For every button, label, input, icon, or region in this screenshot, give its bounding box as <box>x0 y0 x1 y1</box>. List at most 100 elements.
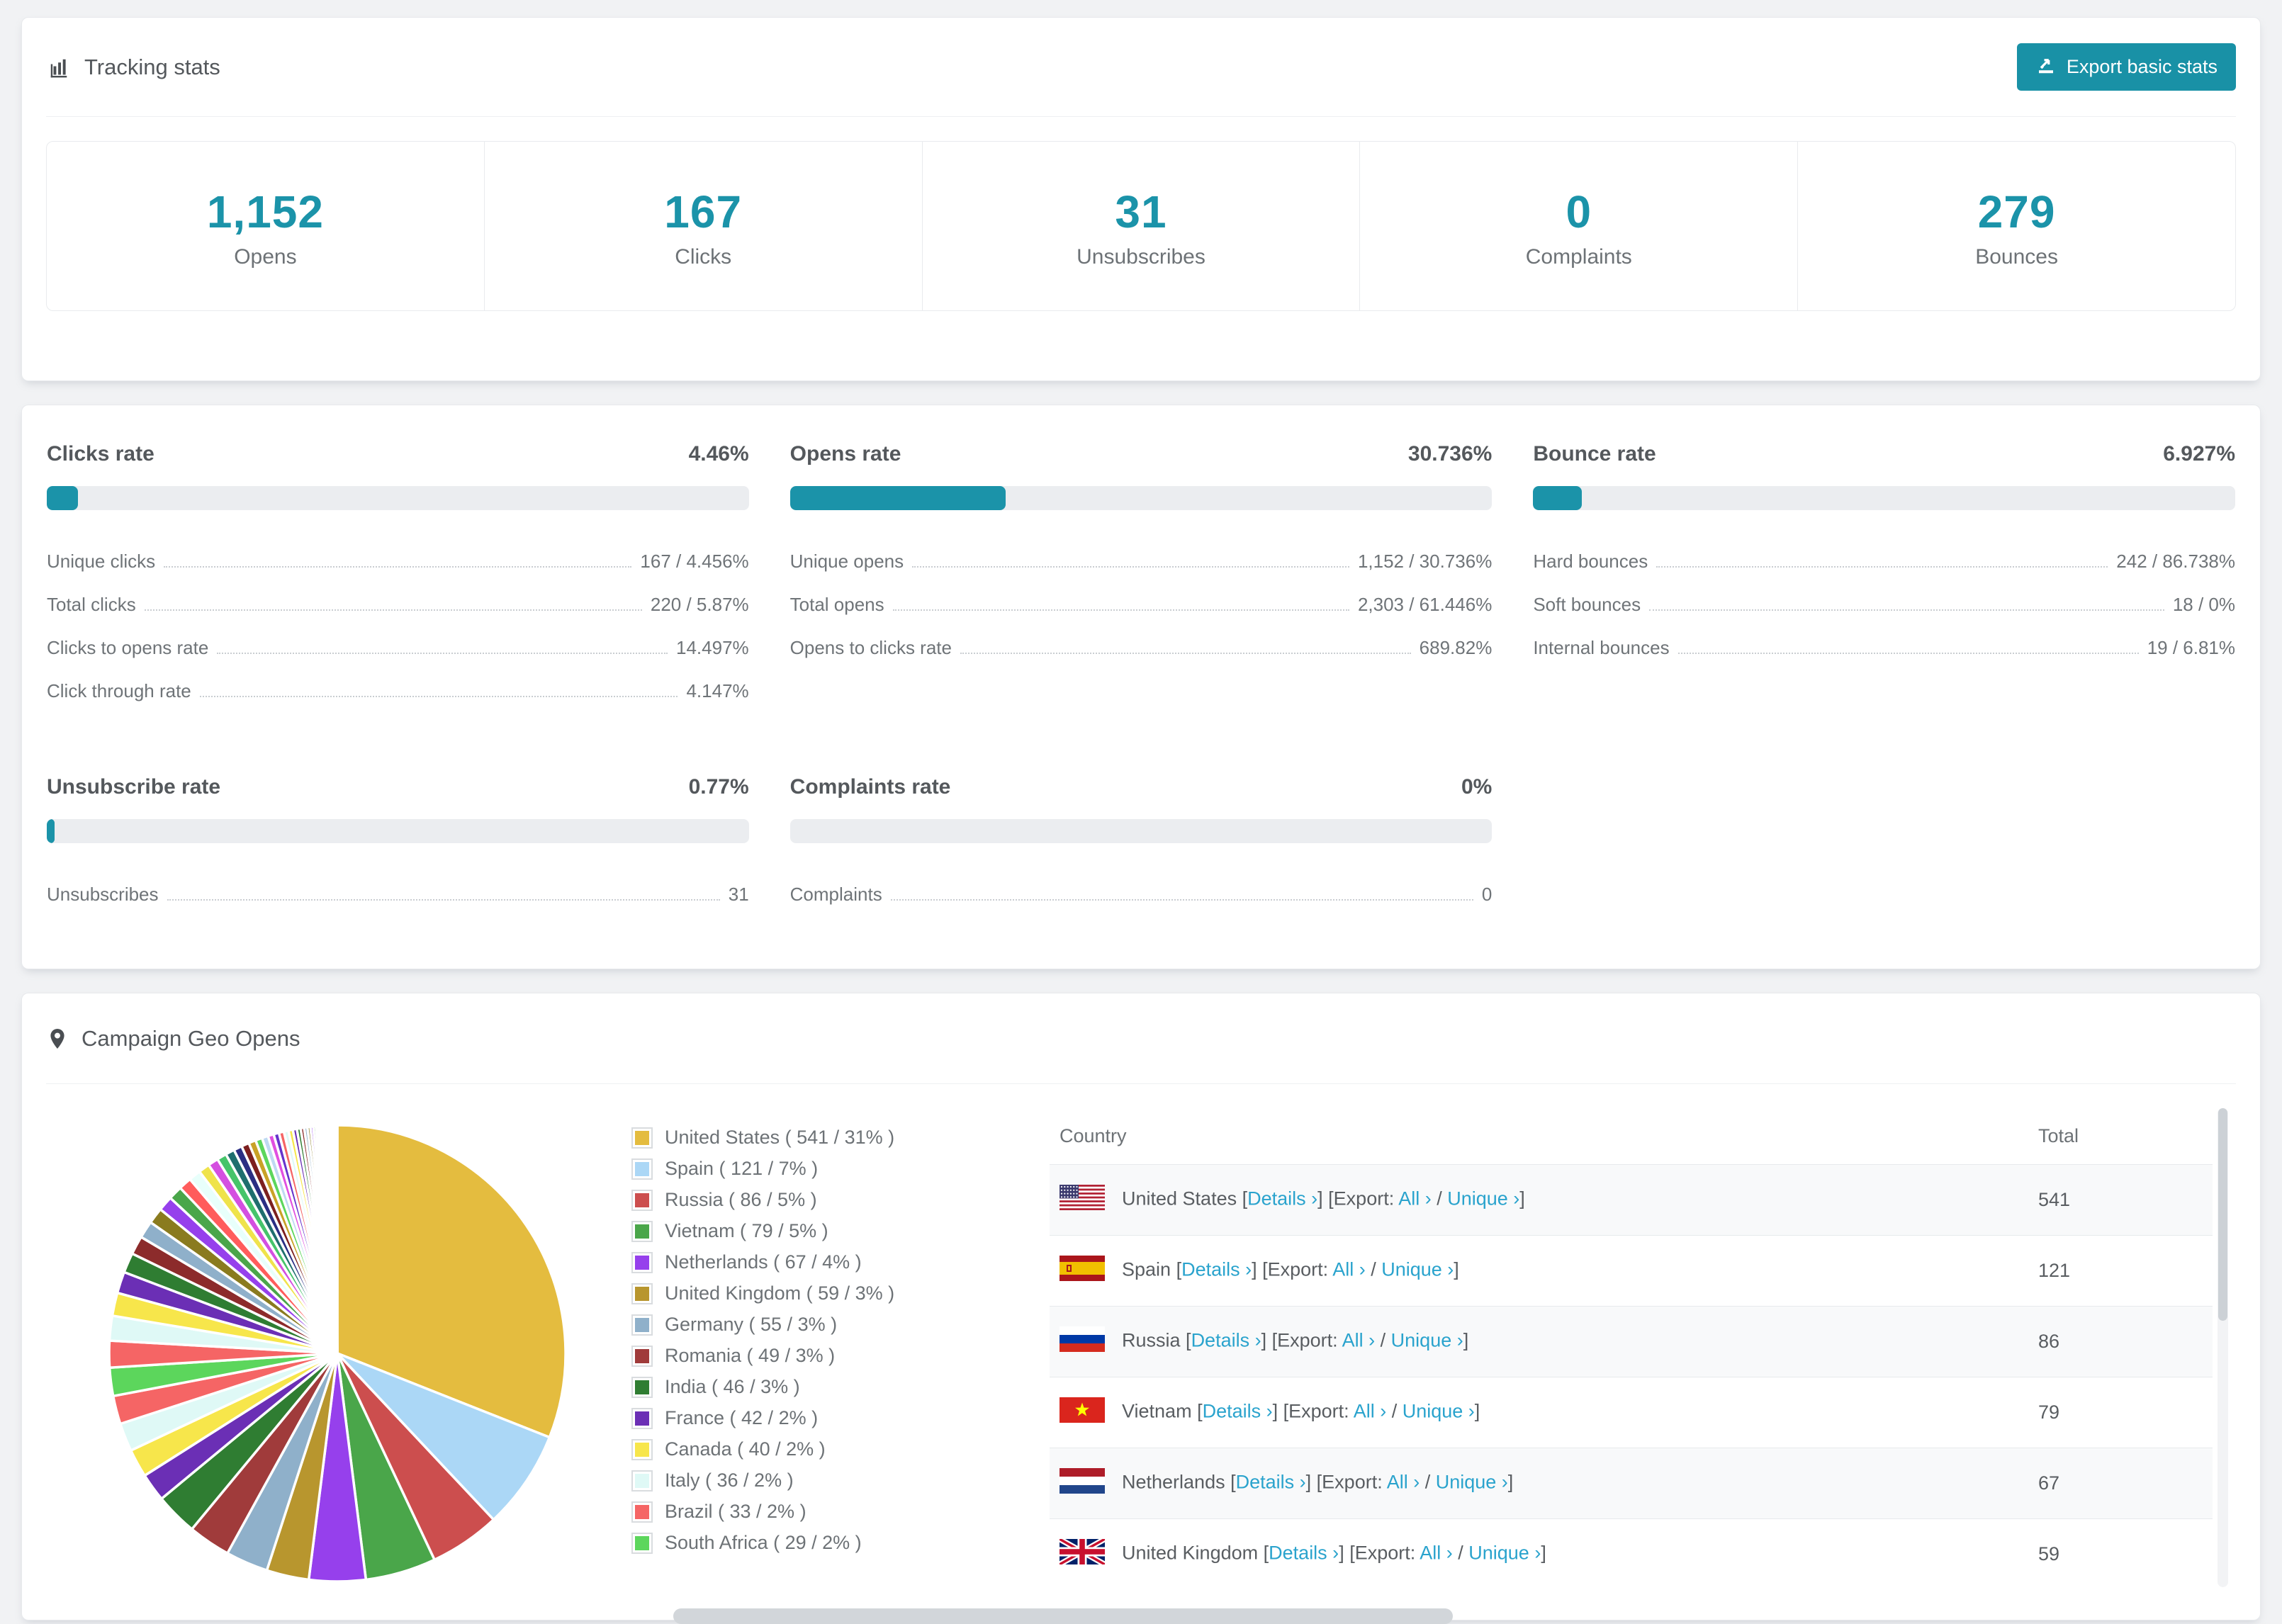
table-scrollbar-track[interactable] <box>2218 1108 2228 1587</box>
export-unique-link[interactable]: Unique › <box>1381 1258 1454 1280</box>
legend-swatch <box>631 1189 653 1211</box>
legend-item: Netherlands ( 67 / 4% ) <box>631 1251 1050 1273</box>
export-all-link[interactable]: All › <box>1398 1188 1432 1209</box>
rate-detail-value: 0 <box>1481 884 1493 905</box>
details-link[interactable]: Details › <box>1235 1471 1306 1493</box>
export-all-link[interactable]: All › <box>1332 1258 1366 1280</box>
table-row: United States [Details ›] [Export: All ›… <box>1050 1164 2213 1236</box>
horizontal-scrollbar-thumb[interactable] <box>673 1608 1453 1624</box>
export-unique-link[interactable]: Unique › <box>1390 1329 1463 1351</box>
legend-label: United Kingdom ( 59 / 3% ) <box>665 1282 895 1304</box>
bracket: ] <box>1541 1542 1546 1564</box>
rate-detail-label: Complaints <box>789 884 882 905</box>
progress-bar-fill <box>789 486 1006 510</box>
rate-block: Complaints rate 0% Complaints 0 <box>789 775 1493 916</box>
export-unique-link[interactable]: Unique › <box>1468 1542 1541 1564</box>
details-link[interactable]: Details › <box>1247 1188 1318 1209</box>
country-column-header: Country <box>1060 1125 1127 1146</box>
geo-opens-card: Campaign Geo Opens United States ( 541 /… <box>21 993 2261 1620</box>
legend-label: Canada ( 40 / 2% ) <box>665 1438 826 1460</box>
country-flag-icon <box>1060 1185 1105 1215</box>
bar-chart-icon <box>46 55 72 80</box>
country-flag-icon <box>1060 1468 1105 1499</box>
export-unique-link[interactable]: Unique › <box>1402 1400 1475 1422</box>
rate-detail-label: Soft bounces <box>1533 594 1641 615</box>
bracket: [ <box>1176 1258 1182 1280</box>
rate-rows: Unique clicks 167 / 4.456% Total clicks 220… <box>47 540 749 713</box>
rate-detail-row: Total clicks 220 / 5.87% <box>47 583 749 626</box>
rate-detail-label: Internal bounces <box>1533 637 1670 658</box>
legend-swatch <box>631 1220 653 1242</box>
stat-value: 279 <box>1977 186 2056 237</box>
country-flag-icon <box>1058 1536 1106 1569</box>
stat-label: Bounces <box>1975 245 2058 269</box>
country-name: Spain <box>1122 1258 1171 1280</box>
legend-item: Vietnam ( 79 / 5% ) <box>631 1220 1050 1242</box>
rate-title: Complaints rate <box>789 775 951 799</box>
bracket: [ <box>1263 1542 1269 1564</box>
stat-label: Unsubscribes <box>1077 245 1205 269</box>
legend-label: Netherlands ( 67 / 4% ) <box>665 1251 862 1273</box>
legend-item: Brazil ( 33 / 2% ) <box>631 1501 1050 1523</box>
rate-value: 4.46% <box>688 442 749 466</box>
rate-detail-label: Unique clicks <box>47 551 156 572</box>
legend-label: Germany ( 55 / 3% ) <box>665 1314 838 1335</box>
geo-content: United States ( 541 / 31% ) Spain ( 121 /… <box>22 1084 2260 1620</box>
bracket: ] [ <box>1339 1542 1355 1564</box>
export-prefix: Export: <box>1322 1471 1387 1493</box>
export-all-link[interactable]: All › <box>1342 1329 1376 1351</box>
rate-value: 0% <box>1461 775 1493 799</box>
legend-swatch <box>631 1127 653 1149</box>
export-all-link[interactable]: All › <box>1420 1542 1453 1564</box>
legend-label: Brazil ( 33 / 2% ) <box>665 1501 806 1522</box>
progress-bar-fill <box>47 819 55 843</box>
details-link[interactable]: Details › <box>1202 1400 1273 1422</box>
legend-label: France ( 42 / 2% ) <box>665 1407 819 1428</box>
total-column-header: Total <box>2038 1125 2079 1146</box>
rate-detail-value: 689.82% <box>1419 637 1493 658</box>
details-link[interactable]: Details › <box>1191 1329 1261 1351</box>
progress-bar-track <box>47 486 749 510</box>
export-basic-stats-button[interactable]: Export basic stats <box>2016 43 2236 91</box>
stat-summary-strip: 1,152 Opens 167 Clicks 31 Unsubscribes 0… <box>46 141 2236 311</box>
details-link[interactable]: Details › <box>1181 1258 1252 1280</box>
export-unique-link[interactable]: Unique › <box>1435 1471 1508 1493</box>
table-scrollbar-thumb[interactable] <box>2218 1108 2227 1321</box>
rate-detail-row: Internal bounces 19 / 6.81% <box>1533 626 2235 670</box>
stat-cell: 279 Bounces <box>1797 142 2235 310</box>
bracket: ] [ <box>1305 1471 1322 1493</box>
export-all-link[interactable]: All › <box>1386 1471 1420 1493</box>
rate-value: 6.927% <box>2163 442 2235 466</box>
legend-swatch <box>631 1470 653 1492</box>
rate-title: Bounce rate <box>1533 442 1656 466</box>
slash: / <box>1375 1329 1391 1351</box>
table-row: Vietnam [Details ›] [Export: All › / Uni… <box>1050 1377 2213 1448</box>
rate-detail-value: 31 <box>728 884 749 905</box>
legend-swatch <box>631 1501 653 1523</box>
rate-detail-value: 220 / 5.87% <box>650 594 749 615</box>
legend-swatch <box>631 1376 653 1398</box>
export-unique-link[interactable]: Unique › <box>1447 1188 1520 1209</box>
details-link[interactable]: Details › <box>1269 1542 1339 1564</box>
country-cell: Vietnam [Details ›] [Export: All › / Uni… <box>1050 1377 2028 1448</box>
progress-bar-track <box>1533 486 2235 510</box>
stat-cell: 167 Clicks <box>483 142 922 310</box>
country-cell: Netherlands [Details ›] [Export: All › /… <box>1050 1448 2028 1519</box>
geo-table-container: Country Total United States [Details ›] … <box>1050 1108 2228 1587</box>
bracket: ] <box>1507 1471 1514 1493</box>
rate-block: Unsubscribe rate 0.77% Unsubscribes 31 <box>47 775 749 916</box>
section-title: Campaign Geo Opens <box>82 1025 300 1051</box>
rate-detail-value: 2,303 / 61.446% <box>1357 594 1493 615</box>
legend-item: Russia ( 86 / 5% ) <box>631 1189 1050 1211</box>
total-cell: 86 <box>2028 1306 2213 1377</box>
stat-cell: 1,152 Opens <box>47 142 484 310</box>
stat-value: 167 <box>664 186 743 237</box>
table-row: Spain [Details ›] [Export: All › / Uniqu… <box>1050 1235 2213 1307</box>
legend-swatch <box>631 1407 653 1429</box>
export-all-link[interactable]: All › <box>1353 1400 1387 1422</box>
export-prefix: Export: <box>1277 1329 1342 1351</box>
legend-label: India ( 46 / 3% ) <box>665 1376 800 1397</box>
progress-bar-track <box>789 819 1493 843</box>
table-row: Netherlands [Details ›] [Export: All › /… <box>1050 1448 2213 1519</box>
